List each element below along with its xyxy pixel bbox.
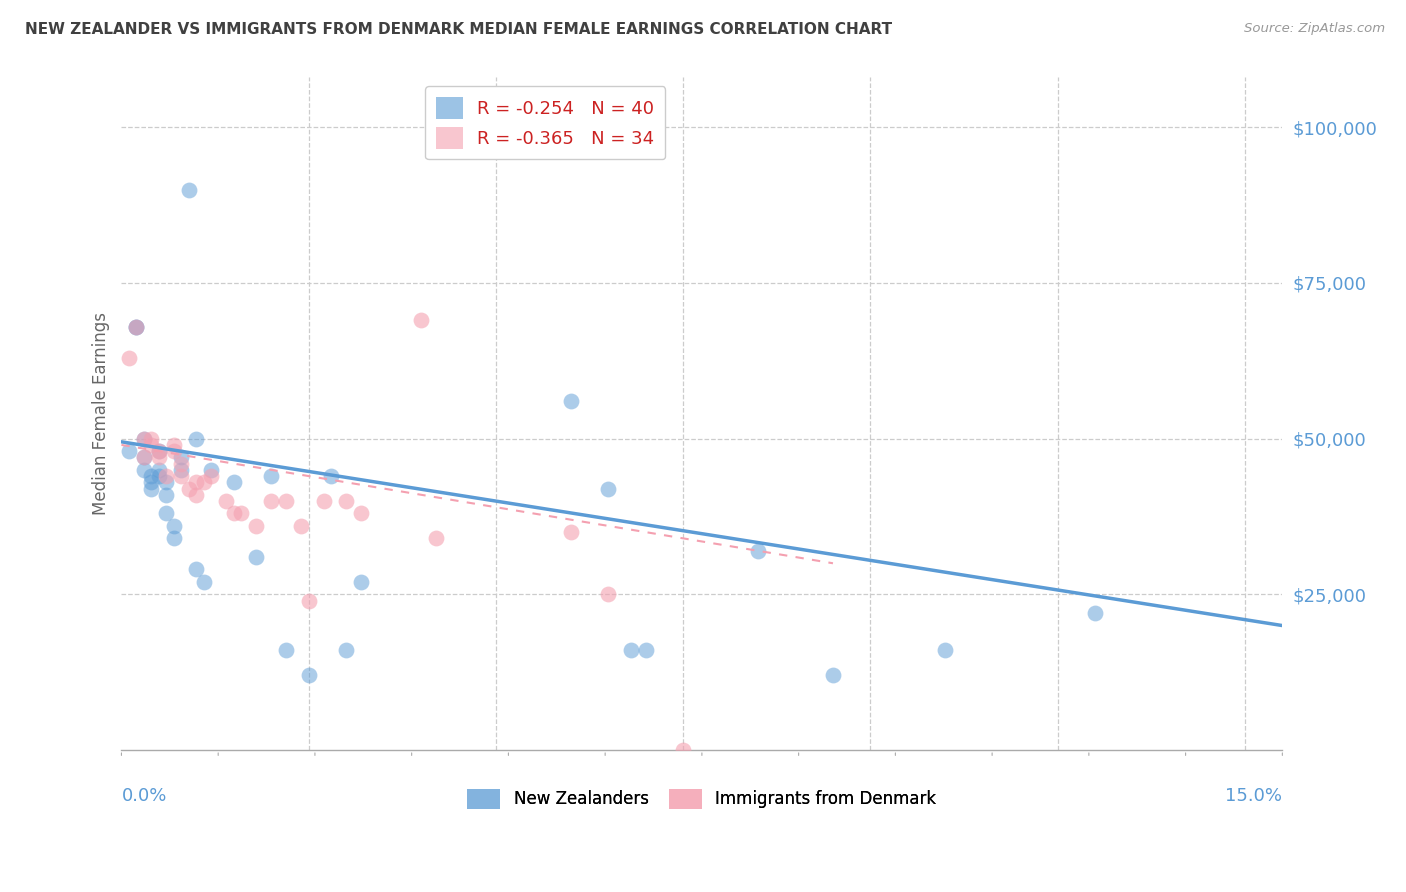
Point [170, 457, 193, 471]
Point [141, 438, 163, 452]
Legend: New Zealanders, Immigrants from Denmark: New Zealanders, Immigrants from Denmark [461, 782, 943, 816]
Point [141, 475, 163, 490]
Point [560, 394, 582, 409]
Point [335, 643, 357, 657]
Point [177, 482, 200, 496]
Point [155, 488, 177, 502]
Point [298, 668, 321, 682]
Text: 15.0%: 15.0% [1226, 787, 1282, 805]
Point [312, 494, 335, 508]
Point [132, 450, 155, 465]
Point [141, 432, 163, 446]
Point [276, 643, 298, 657]
Point [148, 450, 170, 465]
Point [125, 319, 148, 334]
Point [934, 643, 956, 657]
Point [1084, 606, 1107, 620]
Point [186, 562, 208, 576]
Point [148, 444, 170, 458]
Point [148, 463, 170, 477]
Point [321, 469, 343, 483]
Point [290, 519, 312, 533]
Point [350, 507, 373, 521]
Point [215, 494, 238, 508]
Point [155, 507, 177, 521]
Point [118, 351, 141, 365]
Text: 0.0%: 0.0% [121, 787, 167, 805]
Point [276, 494, 298, 508]
Point [141, 482, 163, 496]
Point [132, 450, 155, 465]
Point [821, 668, 844, 682]
Point [620, 643, 643, 657]
Point [747, 544, 769, 558]
Point [560, 525, 582, 540]
Point [177, 183, 200, 197]
Point [598, 587, 620, 601]
Point [425, 532, 447, 546]
Point [260, 494, 283, 508]
Point [163, 444, 186, 458]
Point [222, 475, 245, 490]
Point [141, 469, 163, 483]
Point [125, 319, 148, 334]
Point [222, 507, 245, 521]
Y-axis label: Median Female Earnings: Median Female Earnings [93, 312, 110, 516]
Point [170, 463, 193, 477]
Point [170, 469, 193, 483]
Point [148, 469, 170, 483]
Point [132, 463, 155, 477]
Point [163, 438, 186, 452]
Point [132, 432, 155, 446]
Point [245, 549, 267, 564]
Point [155, 469, 177, 483]
Point [163, 532, 186, 546]
Point [409, 313, 432, 327]
Point [200, 469, 222, 483]
Point [634, 643, 657, 657]
Point [350, 574, 373, 589]
Point [231, 507, 253, 521]
Point [672, 743, 695, 757]
Point [193, 574, 215, 589]
Point [132, 432, 155, 446]
Point [155, 475, 177, 490]
Point [193, 475, 215, 490]
Point [200, 463, 222, 477]
Point [125, 319, 148, 334]
Point [118, 444, 141, 458]
Point [186, 432, 208, 446]
Point [335, 494, 357, 508]
Point [598, 482, 620, 496]
Point [163, 519, 186, 533]
Point [245, 519, 267, 533]
Point [148, 444, 170, 458]
Text: Source: ZipAtlas.com: Source: ZipAtlas.com [1244, 22, 1385, 36]
Point [186, 475, 208, 490]
Text: NEW ZEALANDER VS IMMIGRANTS FROM DENMARK MEDIAN FEMALE EARNINGS CORRELATION CHAR: NEW ZEALANDER VS IMMIGRANTS FROM DENMARK… [25, 22, 893, 37]
Point [260, 469, 283, 483]
Point [298, 593, 321, 607]
Point [186, 488, 208, 502]
Point [170, 450, 193, 465]
